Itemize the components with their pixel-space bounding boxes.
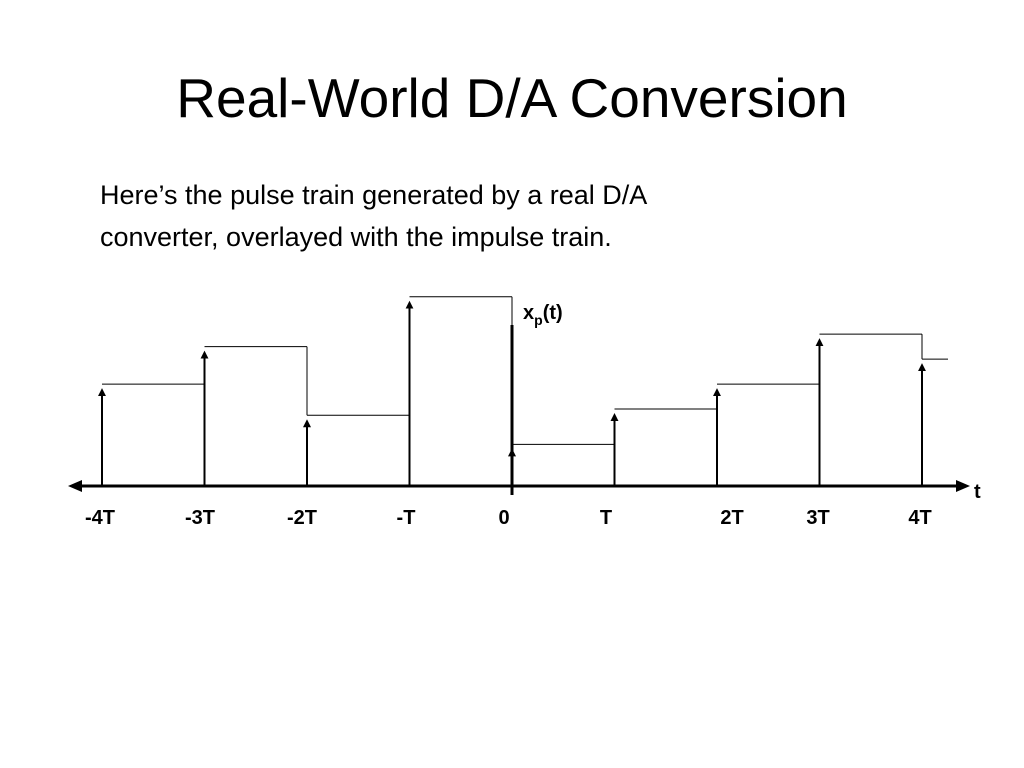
body-line-1: Here’s the pulse train generated by a re… <box>100 180 648 210</box>
tick-labels: -4T -3T -2T -T 0 T 2T 3T 4T <box>85 507 932 529</box>
time-axis-left-arrow-icon <box>68 480 82 492</box>
tick-label: T <box>600 507 612 529</box>
time-axis-right-arrow-icon <box>956 480 970 492</box>
tick-label: -2T <box>287 507 317 529</box>
impulse-train <box>98 300 926 486</box>
pulse-train <box>102 296 948 445</box>
tick-label: 3T <box>806 507 829 529</box>
tick-label: -4T <box>85 507 115 529</box>
tick-label: 0 <box>498 507 509 529</box>
tick-label: -T <box>397 507 416 529</box>
body-line-2: converter, overlayed with the impulse tr… <box>100 222 612 252</box>
slide-title: Real-World D/A Conversion <box>176 67 848 129</box>
tick-label: -3T <box>185 507 215 529</box>
slide-body-text: Here’s the pulse train generated by a re… <box>100 174 860 258</box>
tick-label: 2T <box>720 507 743 529</box>
signal-label: xp(t) <box>523 302 563 328</box>
axis-label-t: t <box>974 481 981 503</box>
tick-label: 4T <box>908 507 931 529</box>
